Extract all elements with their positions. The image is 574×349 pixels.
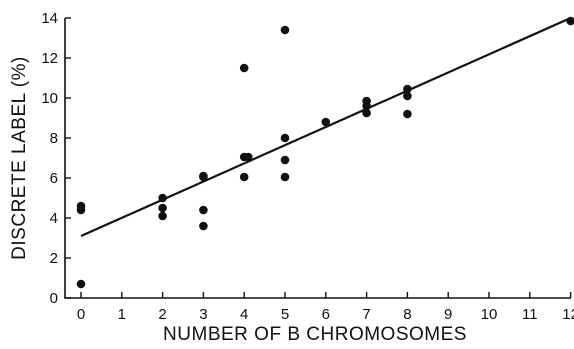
- data-point: [362, 108, 371, 118]
- x-axis-ticks: 0123456789101112: [77, 292, 574, 323]
- x-tick-label: 5: [281, 306, 289, 323]
- x-tick-label: 1: [118, 306, 126, 323]
- x-tick-label: 0: [77, 306, 85, 323]
- data-point: [321, 117, 331, 127]
- data-point: [199, 172, 208, 182]
- x-tick-label: 8: [403, 306, 411, 323]
- y-tick-label: 6: [50, 170, 58, 187]
- y-tick-label: 8: [50, 130, 58, 147]
- data-point: [76, 279, 86, 289]
- data-point: [158, 193, 167, 203]
- x-tick-label: 12: [562, 306, 574, 323]
- x-tick-label: 4: [240, 306, 248, 323]
- regression-line: [80, 16, 572, 238]
- data-point: [403, 84, 412, 94]
- x-tick-label: 11: [522, 306, 538, 323]
- data-point: [239, 63, 249, 73]
- data-point: [280, 172, 290, 182]
- x-tick-label: 6: [322, 306, 330, 323]
- data-point: [76, 205, 86, 215]
- data-point: [566, 16, 574, 26]
- data-point: [403, 91, 412, 101]
- x-tick-label: 10: [481, 306, 498, 323]
- data-point: [280, 25, 290, 35]
- y-tick-label: 2: [50, 250, 58, 267]
- axes-frame: [64, 18, 571, 299]
- data-point: [280, 155, 290, 165]
- data-point: [243, 152, 253, 162]
- y-tick-label: 10: [41, 90, 58, 107]
- y-tick-label: 14: [41, 10, 58, 27]
- x-tick-label: 7: [362, 306, 370, 323]
- y-tick-label: 12: [41, 50, 58, 67]
- data-point: [280, 133, 290, 143]
- data-point: [199, 205, 208, 215]
- x-tick-label: 9: [444, 306, 452, 323]
- data-point: [239, 172, 249, 182]
- data-point: [403, 109, 412, 119]
- x-tick-label: 3: [199, 306, 207, 323]
- x-tick-label: 2: [158, 306, 166, 323]
- y-tick-label: 0: [50, 290, 58, 307]
- data-point: [362, 101, 371, 111]
- data-point: [199, 221, 208, 231]
- data-points: [76, 16, 574, 289]
- y-axis-ticks: 0 2 4 6 8 10 12 14: [41, 10, 71, 307]
- y-axis-title: DISCRETE LABEL (%): [9, 56, 30, 260]
- x-axis-title: NUMBER OF B CHROMOSOMES: [163, 324, 467, 345]
- data-point: [158, 211, 167, 221]
- data-point: [158, 203, 167, 213]
- y-tick-label: 4: [50, 210, 58, 227]
